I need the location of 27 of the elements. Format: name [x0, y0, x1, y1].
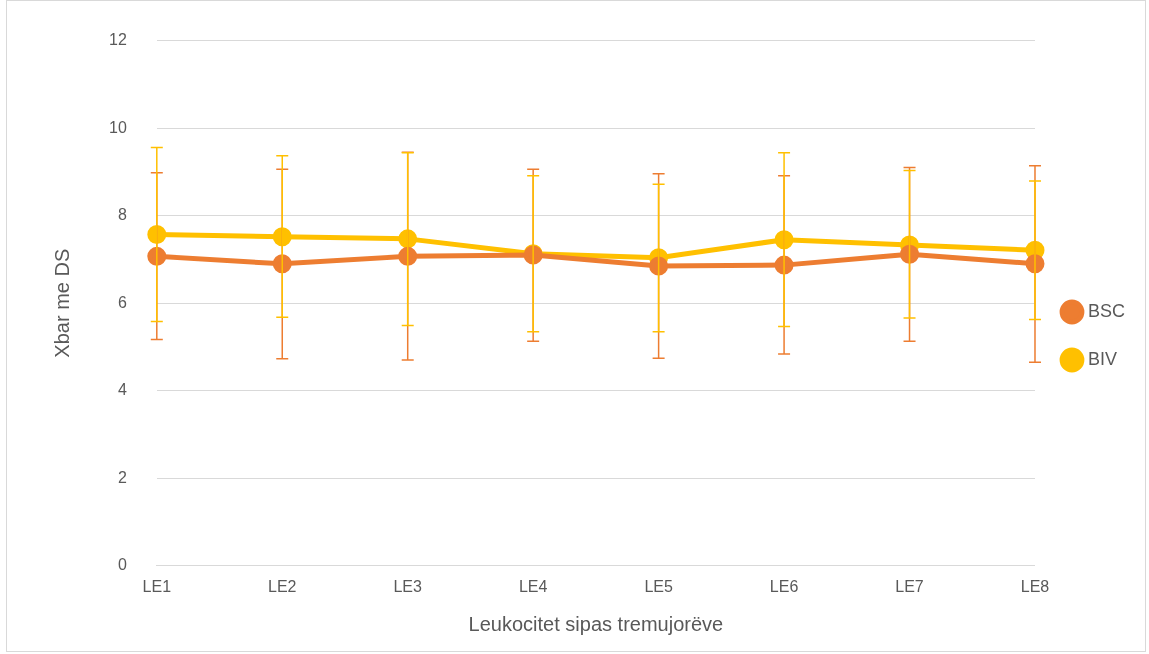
- point: [398, 246, 418, 266]
- legend-label: BSC: [1087, 300, 1125, 321]
- point: [649, 256, 669, 276]
- point: [272, 227, 292, 247]
- legend-label: BIV: [1087, 348, 1117, 369]
- x-tick-label: LE8: [1020, 577, 1050, 595]
- y-tick-label: 10: [109, 118, 127, 136]
- point: [147, 224, 167, 244]
- y-tick-label: 8: [117, 206, 127, 224]
- x-tick-label: LE1: [142, 577, 172, 595]
- point: [272, 254, 292, 274]
- point: [398, 229, 418, 249]
- point: [900, 244, 920, 264]
- x-tick-label: LE3: [393, 577, 423, 595]
- y-axis-title: Xbar me DS: [50, 248, 73, 358]
- x-tick-label: LE6: [769, 577, 799, 595]
- x-axis-title: Leukocitet sipas tremujorëve: [468, 612, 724, 635]
- y-tick-label: 4: [117, 381, 127, 399]
- x-tick-label: LE2: [268, 577, 297, 595]
- y-tick-label: 0: [117, 556, 127, 574]
- point: [774, 230, 794, 250]
- x-tick-label: LE7: [895, 577, 924, 595]
- x-tick-label: LE4: [518, 577, 548, 595]
- y-tick-label: 2: [117, 468, 127, 486]
- y-tick-label: 12: [109, 31, 127, 49]
- y-tick-label: 6: [117, 293, 127, 311]
- x-tick-label: LE5: [644, 577, 673, 595]
